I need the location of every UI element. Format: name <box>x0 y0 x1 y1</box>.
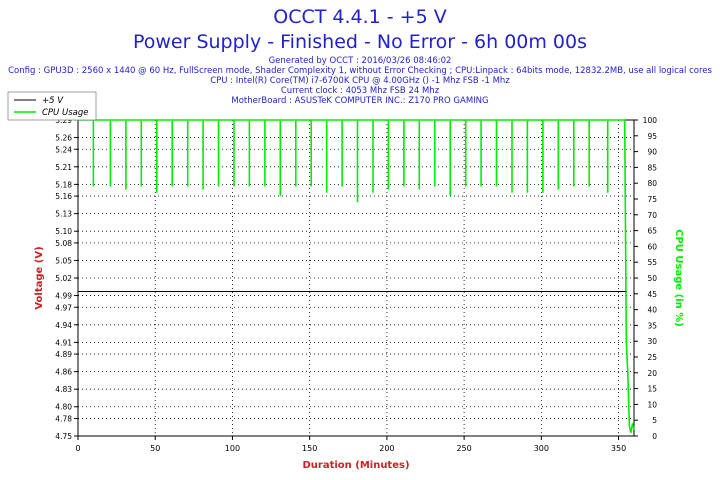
y-right-tick-label: 60 <box>647 242 657 251</box>
y-right-tick-label: 15 <box>647 385 657 394</box>
y-right-tick-label: 5 <box>652 416 657 425</box>
y-right-tick-label: 25 <box>647 353 657 362</box>
y-left-tick-label: 4.75 <box>55 432 72 441</box>
y-right-tick-label: 55 <box>647 258 657 267</box>
x-tick-label: 100 <box>225 444 240 453</box>
info-clock: Current clock : 4053 Mhz FSB 24 Mhz <box>280 86 440 96</box>
y-left-tick-label: 4.80 <box>55 403 72 412</box>
y-right-tick-label: 85 <box>647 163 657 172</box>
y-left-tick-label: 4.86 <box>55 368 72 377</box>
y-left-tick-label: 5.05 <box>55 256 72 265</box>
x-tick-label: 200 <box>379 444 394 453</box>
x-tick-label: 50 <box>150 444 160 453</box>
y-left-tick-label: 5.18 <box>55 180 72 189</box>
info-motherboard: MotherBoard : ASUSTeK COMPUTER INC.: Z17… <box>231 96 489 106</box>
legend-box <box>7 91 97 121</box>
x-tick-label: 250 <box>456 444 471 453</box>
y-left-tick-label: 5.13 <box>55 210 72 219</box>
x-tick-label: 300 <box>534 444 549 453</box>
info-generated: Generated by OCCT : 2016/03/26 08:46:02 <box>268 56 452 66</box>
cpu-usage-line <box>78 119 635 433</box>
y-left-tick-label: 5.21 <box>55 163 72 172</box>
y-left-tick-label: 5.24 <box>55 145 72 154</box>
y-left-tick-label: 4.91 <box>55 338 72 347</box>
y-right-tick-label: 30 <box>647 337 657 346</box>
y-left-tick-label: 5.02 <box>55 274 72 283</box>
legend-label-voltage: +5 V <box>42 96 64 106</box>
y-right-tick-label: 90 <box>647 148 657 157</box>
chart-subtitle: Power Supply - Finished - No Error - 6h … <box>132 31 588 53</box>
y-right-tick-label: 45 <box>647 290 657 299</box>
y-right-tick-label: 70 <box>647 211 657 220</box>
y-right-tick-label: 100 <box>643 116 658 125</box>
y-right-tick-label: 0 <box>652 432 657 441</box>
info-cpu: CPU : Intel(R) Core(TM) i7-6700K CPU @ 4… <box>210 76 510 86</box>
y-left-tick-label: 4.89 <box>55 350 72 359</box>
y-left-tick-label: 5.26 <box>55 134 72 143</box>
y-right-tick-label: 75 <box>647 195 657 204</box>
info-config: Config : GPU3D : 2560 x 1440 @ 60 Hz, Fu… <box>8 66 712 76</box>
y-right-tick-label: 95 <box>647 132 657 141</box>
x-tick-label: 150 <box>302 444 317 453</box>
y-left-tick-label: 4.78 <box>55 414 72 423</box>
y-left-tick-label: 4.83 <box>55 385 72 394</box>
y-right-axis-label: CPU Usage (in %) <box>673 229 684 327</box>
y-left-tick-label: 4.94 <box>55 321 72 330</box>
x-tick-label: 0 <box>75 444 80 453</box>
y-left-tick-label: 5.29 <box>55 116 72 125</box>
legend-label-cpu: CPU Usage <box>42 108 88 118</box>
y-left-tick-label: 4.99 <box>55 292 72 301</box>
y-left-axis-label: Voltage (V) <box>34 246 45 309</box>
y-left-tick-label: 5.16 <box>55 192 72 201</box>
y-right-tick-label: 40 <box>647 306 657 315</box>
y-right-tick-label: 35 <box>647 321 657 330</box>
y-right-tick-label: 65 <box>647 227 657 236</box>
x-axis-label: Duration (Minutes) <box>302 460 409 471</box>
y-right-tick-label: 10 <box>647 400 657 409</box>
y-right-tick-label: 80 <box>647 179 657 188</box>
y-right-tick-label: 50 <box>647 274 657 283</box>
y-left-tick-label: 5.10 <box>55 227 72 236</box>
y-right-tick-label: 20 <box>647 369 657 378</box>
x-tick-label: 350 <box>611 444 626 453</box>
chart-title: OCCT 4.4.1 - +5 V <box>273 6 447 28</box>
y-left-tick-label: 4.97 <box>55 303 72 312</box>
y-left-tick-label: 5.08 <box>55 239 72 248</box>
